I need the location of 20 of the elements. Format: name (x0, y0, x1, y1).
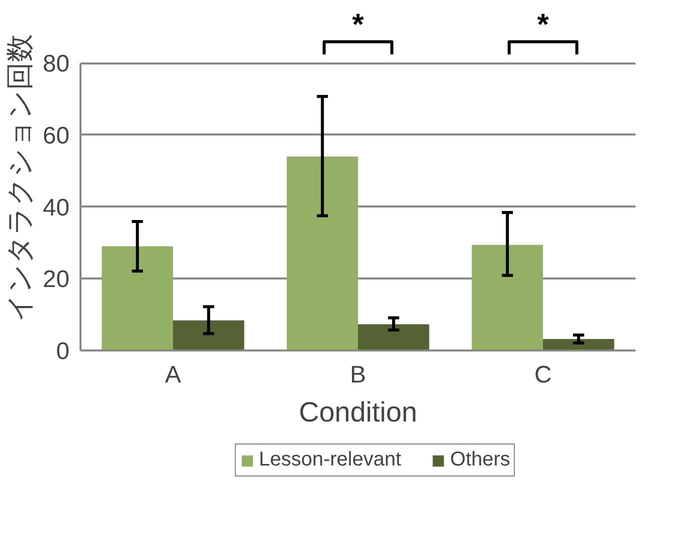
y-tick-label: 60 (42, 122, 70, 150)
text: * (537, 8, 550, 42)
bar (358, 324, 430, 350)
x-tick-label: C (534, 362, 552, 388)
x-axis-title: Condition (298, 396, 418, 428)
bar (543, 339, 614, 350)
y-tick-label: 40 (42, 194, 70, 222)
y-axis-title: インタラクション回数 (4, 34, 35, 322)
legend-label: Others (450, 448, 510, 472)
y-tick-label: 80 (42, 50, 70, 78)
y-tick-label: 0 (56, 338, 70, 365)
bar (286, 156, 358, 350)
y-tick-label: 20 (42, 266, 70, 294)
x-tick-label: B (350, 362, 366, 388)
bar (102, 246, 173, 350)
x-tick-label: A (164, 362, 182, 388)
bar (173, 320, 244, 350)
bar (472, 244, 543, 350)
legend-label: Lesson-relevant (258, 448, 402, 472)
text: * (352, 8, 364, 42)
